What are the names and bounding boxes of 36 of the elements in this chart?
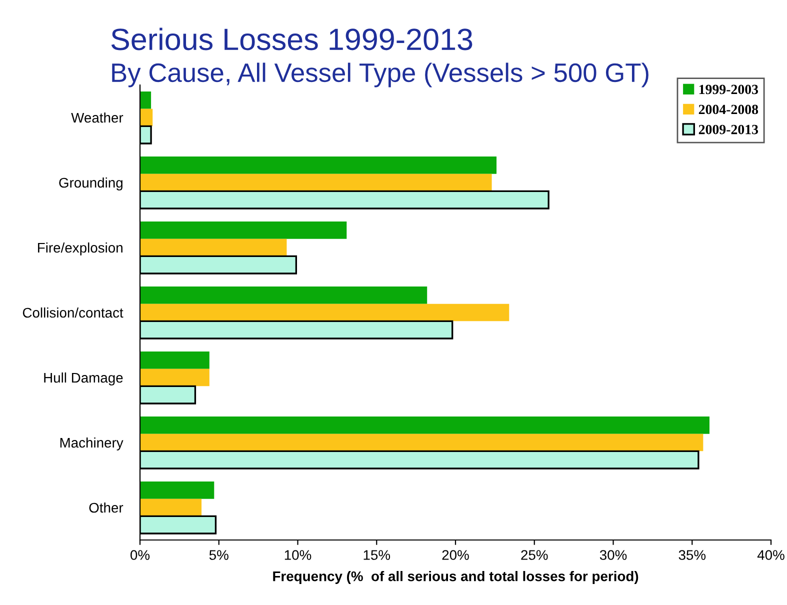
x-tick-label: 25% bbox=[521, 550, 548, 560]
bar bbox=[140, 238, 287, 256]
x-tick-label: 35% bbox=[678, 550, 706, 560]
y-tick-label: Machinery bbox=[60, 437, 124, 450]
y-tick-label: Fire/explosion bbox=[38, 242, 122, 256]
bar bbox=[140, 174, 492, 192]
chart-subtitle: By Cause, All Vessel Type (Vessels > 500 GT) bbox=[112, 62, 648, 88]
bar bbox=[140, 368, 210, 386]
bar bbox=[140, 286, 428, 304]
x-tick-label: 5% bbox=[209, 550, 228, 560]
y-tick-label: Grounding bbox=[59, 177, 122, 190]
legend-label: 1999-2003 bbox=[699, 84, 758, 94]
x-axis-title: Frequency (% of all serious and total losses for period) bbox=[273, 571, 638, 584]
bar bbox=[140, 108, 153, 126]
y-tick-label: Weather bbox=[71, 112, 124, 123]
chart-title: Serious Losses 1999-2013 bbox=[111, 28, 472, 50]
bar bbox=[140, 352, 210, 369]
x-tick-label: 20% bbox=[442, 550, 469, 560]
x-tick-label: 10% bbox=[284, 550, 312, 560]
bar bbox=[140, 416, 710, 434]
x-tick-label: 30% bbox=[600, 550, 627, 560]
y-tick-label: Collision/contact bbox=[22, 307, 124, 318]
bar bbox=[140, 92, 152, 109]
x-tick-label: 15% bbox=[364, 550, 390, 560]
bar bbox=[140, 222, 347, 239]
bar bbox=[140, 156, 497, 174]
bar bbox=[140, 434, 704, 452]
bar bbox=[140, 498, 202, 516]
bar bbox=[140, 304, 510, 322]
legend-label: 2009-2013 bbox=[698, 124, 758, 134]
y-tick-label: Other bbox=[89, 502, 124, 513]
x-tick-label: 0% bbox=[130, 550, 150, 560]
y-tick-label: Hull Damage bbox=[44, 372, 123, 386]
legend-label: 2004-2008 bbox=[698, 104, 758, 114]
bar bbox=[140, 482, 214, 499]
x-tick-label: 40% bbox=[757, 550, 784, 560]
